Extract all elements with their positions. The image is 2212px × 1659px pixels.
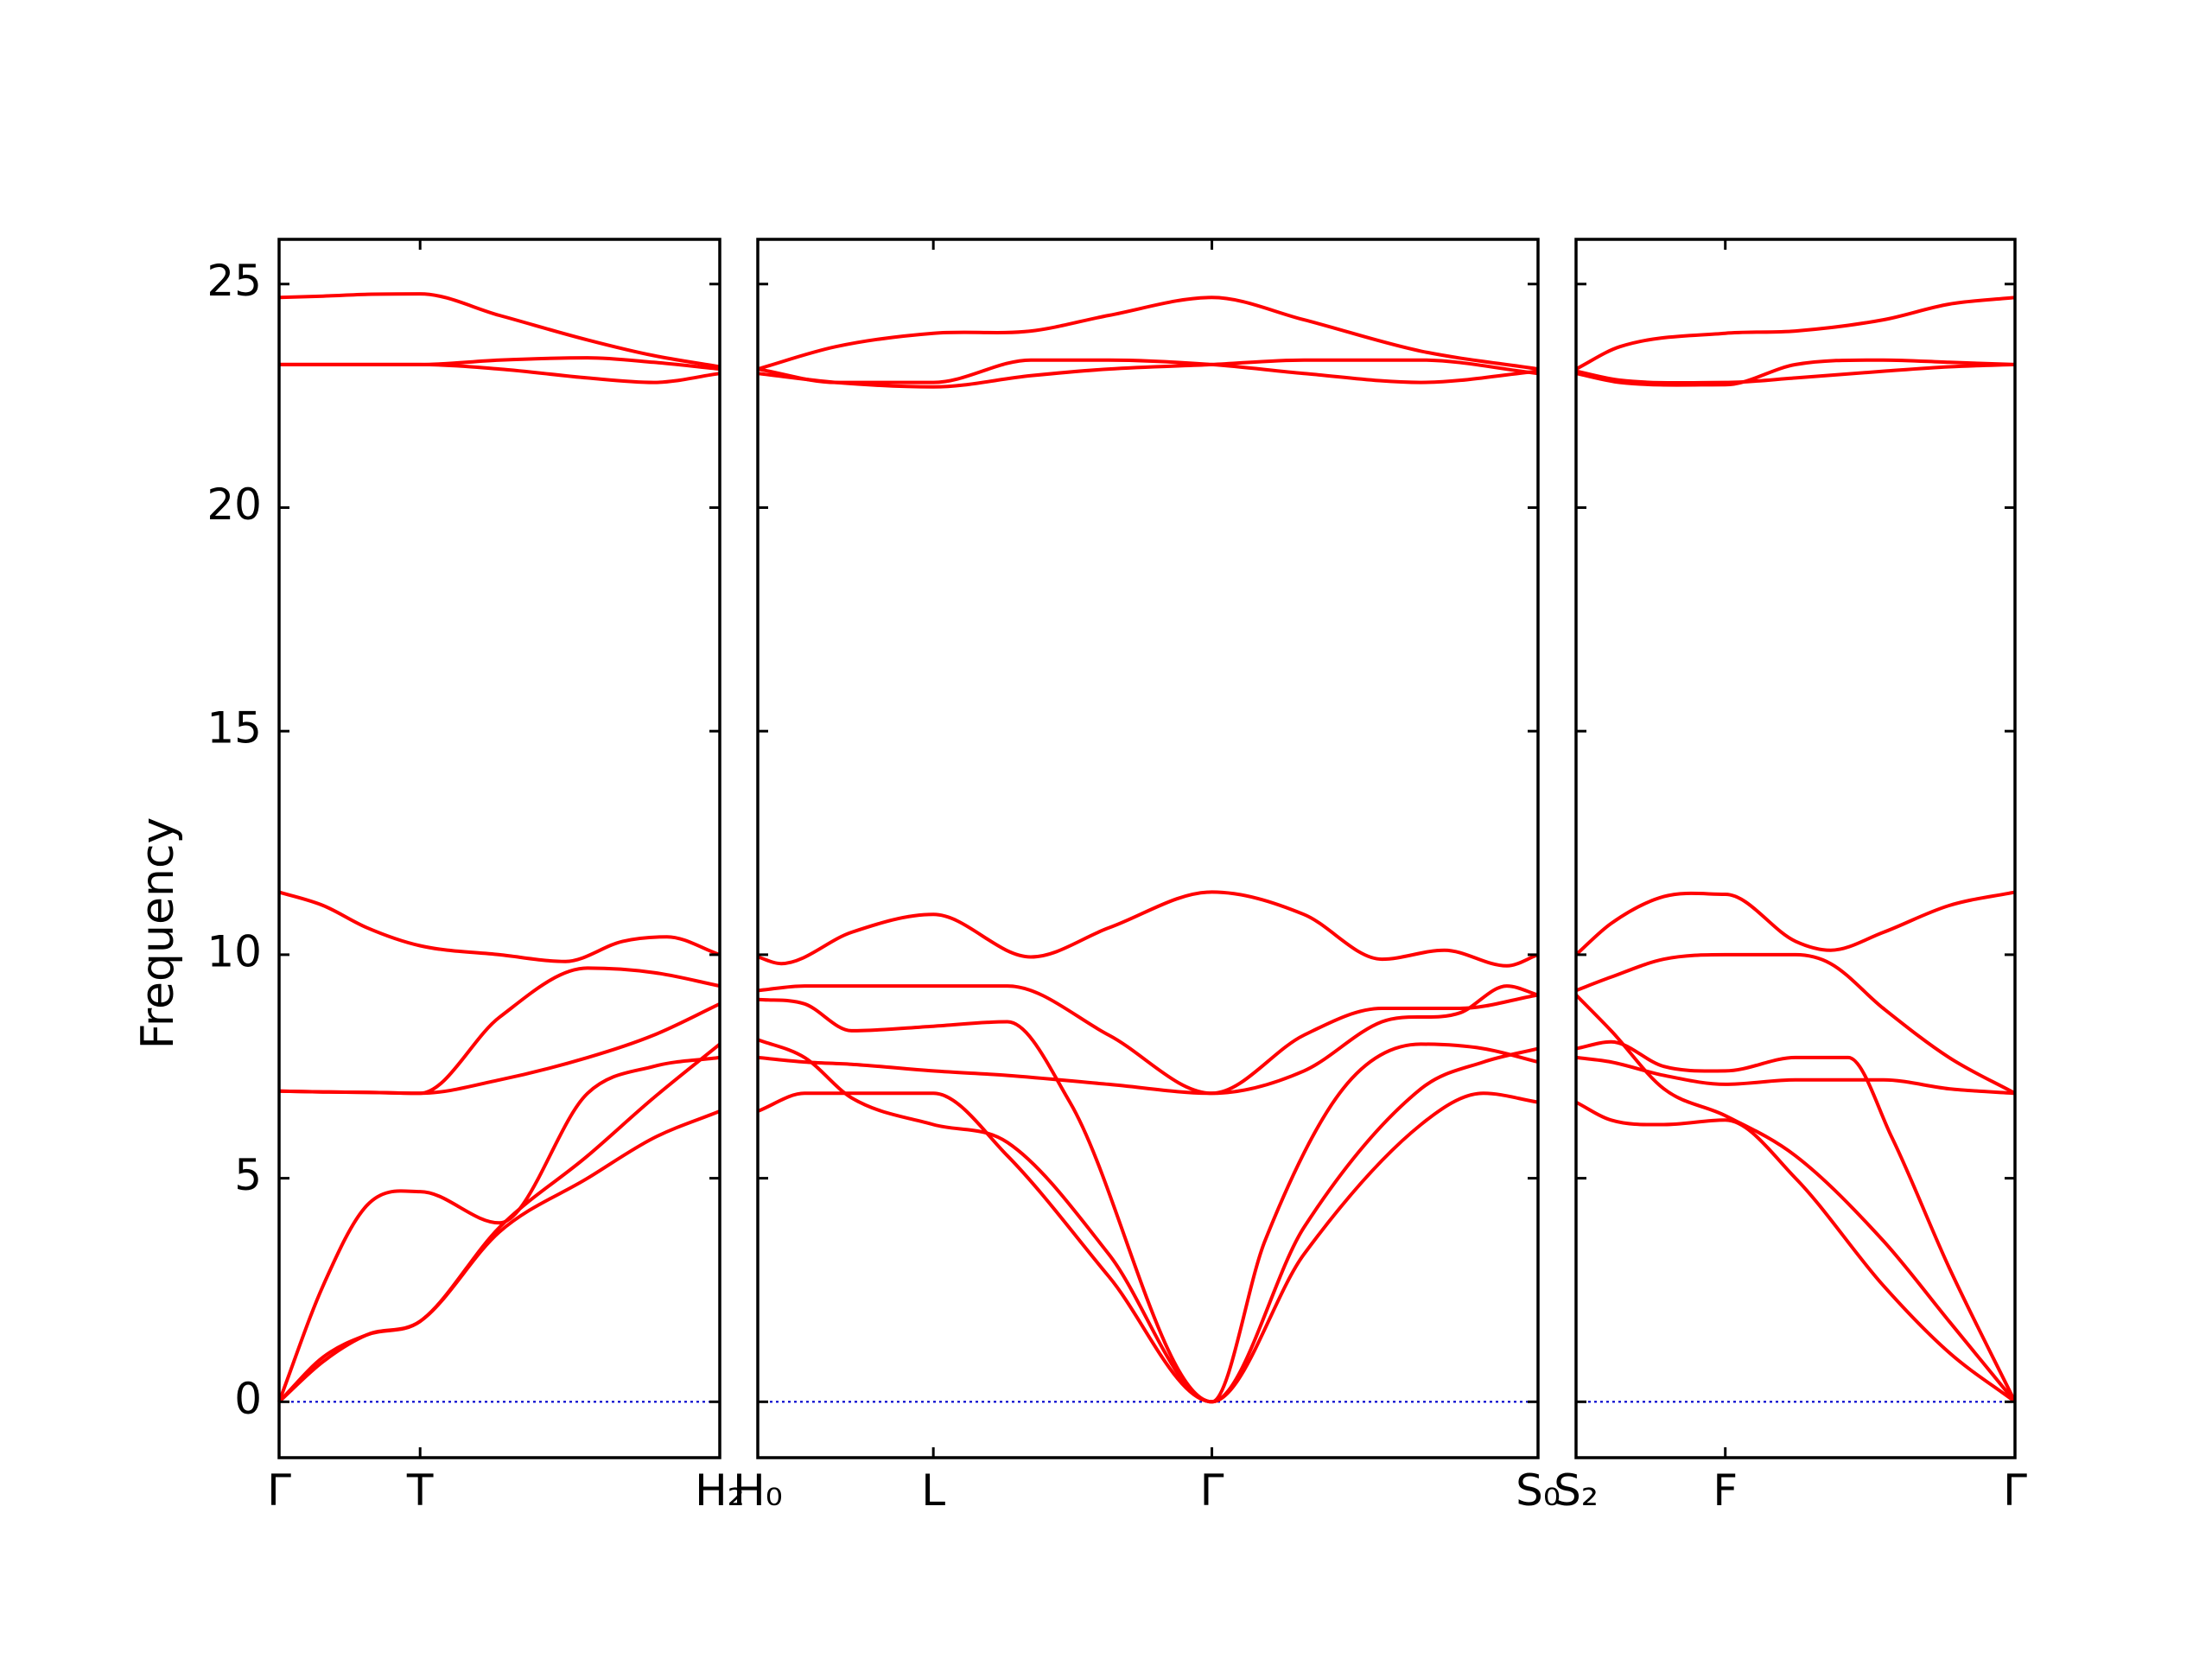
y-axis-label: Frequency: [132, 817, 184, 1050]
band-2-5: [757, 984, 1539, 1096]
y-tick-label: 15: [207, 703, 262, 753]
band-1-1: [277, 1042, 721, 1403]
band-1-5: [278, 966, 721, 1096]
band-3-9: [1575, 296, 2016, 371]
band-1-2: [277, 1055, 721, 1403]
panel-1: 0 5 10 15 20 25 Γ T H₂: [207, 238, 745, 1516]
band-2-1: [757, 1091, 1539, 1404]
y-tick-label: 25: [207, 256, 262, 306]
panel-frame: [756, 238, 1540, 1459]
band-3-8: [1575, 362, 2016, 385]
band-2-4: [757, 984, 1539, 1096]
band-3-5: [1575, 952, 2016, 1096]
x-tick-label: H₂: [695, 1465, 745, 1516]
band-3-2: [1574, 994, 2017, 1403]
band-1-8: [279, 362, 721, 385]
x-tick-label: H₀: [733, 1465, 783, 1516]
panel-frame: [277, 238, 721, 1459]
band-2-3: [757, 997, 1539, 1404]
band-2-2: [757, 1038, 1539, 1404]
y-tick-label: 0: [234, 1374, 262, 1424]
y-tick-label: 20: [207, 480, 262, 530]
band-2-8: [757, 358, 1539, 385]
band-3-4: [1575, 1055, 2016, 1096]
x-tick-label: Γ: [267, 1465, 291, 1516]
band-3-1: [1575, 1100, 2017, 1403]
band-3-3: [1575, 1039, 2017, 1403]
x-tick-label: S₂: [1554, 1465, 1599, 1516]
band-1-3: [277, 1109, 721, 1403]
x-tick-label: F: [1713, 1465, 1738, 1516]
band-3-6: [1574, 890, 2016, 957]
band-1-6: [278, 890, 721, 963]
band-3-7: [1575, 358, 2016, 387]
y-tick-label: 5: [234, 1150, 262, 1200]
band-2-7: [757, 358, 1539, 389]
band-1-9: [278, 292, 721, 369]
x-tick-label: S₀: [1516, 1465, 1560, 1516]
x-tick-label: Γ: [1200, 1465, 1224, 1516]
band-2-9: [757, 296, 1539, 372]
x-tick-label: Γ: [2003, 1465, 2027, 1516]
y-tick-label: 10: [207, 926, 262, 976]
panel-frame: [1574, 238, 2017, 1459]
panel-3: S₂ F Γ: [1554, 238, 2027, 1516]
x-tick-label: T: [406, 1465, 434, 1516]
band-2-6: [757, 890, 1539, 968]
panel-2: H₀ L Γ S₀: [733, 238, 1560, 1516]
x-tick-label: L: [921, 1465, 945, 1516]
